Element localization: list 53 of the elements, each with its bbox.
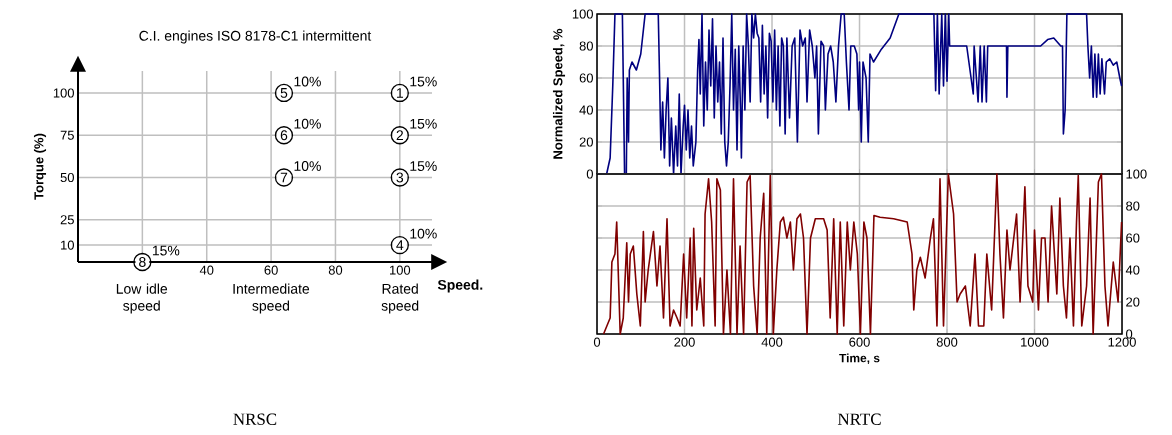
y2-tick-label: 80 <box>1126 201 1140 211</box>
y-tick-label: 25 <box>60 215 74 225</box>
y-tick-label: 10 <box>61 240 74 250</box>
text: NRSC <box>233 413 277 425</box>
x-tick-label: 800 <box>936 337 958 347</box>
y2-tick-label: 60 <box>1126 233 1140 243</box>
y-tick-label: 60 <box>579 73 593 83</box>
y-tick-label: 100 <box>53 88 74 98</box>
x-tick-label: 600 <box>849 337 870 347</box>
annotation: 8 <box>139 257 146 267</box>
x-tick-label: 40 <box>199 265 214 275</box>
annotation: 2 <box>396 130 404 141</box>
y2-tick-label: 20 <box>1126 297 1140 307</box>
text: Low idle speed <box>116 283 168 314</box>
x-tick-label: 1000 <box>1021 337 1049 347</box>
y-tick-label: 80 <box>579 41 593 51</box>
x-axis-title: Speed. <box>437 279 483 293</box>
annotation: 10% <box>294 118 321 129</box>
x-tick-label: 1200 <box>1108 337 1136 347</box>
y2-tick-label: 0 <box>1126 329 1133 339</box>
annotation: 15% <box>410 76 437 87</box>
text: NRTC <box>837 413 881 425</box>
annotation: 15% <box>410 161 437 171</box>
annotation: 15% <box>152 245 180 256</box>
y-tick-label: 75 <box>60 130 74 140</box>
y-tick-label: 20 <box>579 137 593 147</box>
y-tick-label: 100 <box>572 9 593 19</box>
x-tick-label: 0 <box>593 337 601 347</box>
annotation: 10% <box>410 228 437 239</box>
annotation: 15% <box>410 118 437 129</box>
text: Intermediate speed <box>233 283 310 314</box>
x-tick-label: 100 <box>390 265 411 275</box>
y-tick-label: 50 <box>60 172 74 183</box>
x-tick-label: 400 <box>761 337 783 347</box>
annotation: 3 <box>396 172 404 183</box>
y2-tick-label: 100 <box>1126 169 1147 179</box>
x-tick-label: 200 <box>674 337 695 347</box>
annotation: 5 <box>280 88 288 98</box>
y-axis-title: Torque (%) <box>33 133 47 200</box>
y-tick-label: 40 <box>579 105 593 115</box>
x-tick-label: 80 <box>328 265 343 275</box>
y-tick-label: 0 <box>586 169 593 179</box>
x-tick-label: 60 <box>264 265 278 275</box>
x-axis-title: Time, s <box>839 353 880 365</box>
y-axis-title: Normalized Speed, % <box>552 28 566 159</box>
annotation: 10% <box>294 76 321 87</box>
annotation: 1 <box>397 88 404 98</box>
annotation: 6 <box>280 130 288 141</box>
annotation: 10% <box>294 161 321 171</box>
annotation: 4 <box>396 240 404 250</box>
chart-title: C.I. engines ISO 8178-C1 intermittent <box>139 30 372 44</box>
annotation: 7 <box>280 172 288 183</box>
text: Rated speed <box>381 283 419 314</box>
